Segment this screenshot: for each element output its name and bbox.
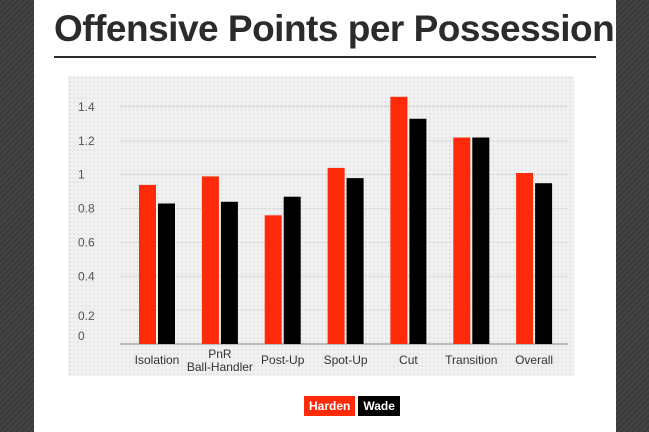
- y-tick-label: 1.2: [78, 134, 95, 148]
- x-tick-label: Post-Up: [261, 353, 305, 367]
- y-tick-label: 0: [78, 329, 85, 343]
- left-frame-border: [0, 0, 34, 432]
- bar-harden: [327, 167, 345, 344]
- page-title: Offensive Points per Possession: [54, 8, 615, 49]
- x-tick-label: Isolation: [135, 353, 180, 367]
- x-tick-label: PnR: [208, 347, 232, 361]
- y-tick-label: 0.2: [78, 309, 95, 323]
- bar-wade: [283, 196, 301, 344]
- bar-wade: [158, 203, 175, 344]
- bar-chart: 0 0.2 0.4 0.6 0.8 1 1.2 1.4 Isolation PnRBall-Han…: [78, 96, 568, 374]
- x-tick-label: Spot-Up: [324, 353, 368, 367]
- y-tick-label: 0.4: [78, 269, 95, 283]
- title-divider: [54, 56, 596, 58]
- x-tick-label: Transition: [445, 353, 497, 367]
- right-frame-border: [616, 0, 649, 432]
- bar-harden: [516, 173, 534, 344]
- bar-harden: [264, 215, 282, 344]
- bar-wade: [409, 118, 427, 344]
- bar-wade: [346, 178, 364, 344]
- chart-card: Offensive Points per Possession 0 0.2 0.4 0…: [34, 0, 616, 432]
- bar-harden: [390, 96, 408, 344]
- chart-legend: Harden Wade: [304, 396, 400, 416]
- y-tick-label: 1: [78, 168, 85, 182]
- x-tick-label: Ball-Handler: [187, 360, 253, 374]
- bar-wade: [535, 183, 553, 344]
- bar-wade: [472, 137, 490, 344]
- bar-harden: [201, 176, 219, 344]
- bar-harden: [139, 184, 156, 344]
- legend-item-harden: Harden: [304, 396, 356, 416]
- bar-wade: [220, 201, 238, 344]
- y-tick-label: 0.8: [78, 202, 95, 216]
- legend-item-wade: Wade: [358, 396, 400, 416]
- plot-area: 0 0.2 0.4 0.6 0.8 1 1.2 1.4 Isolation PnR Ball-Han…: [68, 76, 574, 376]
- y-tick-label: 1.4: [78, 100, 95, 114]
- bar-harden: [453, 137, 471, 344]
- x-tick-label: Cut: [399, 353, 418, 367]
- y-tick-label: 0.6: [78, 235, 95, 249]
- x-tick-label: Overall: [515, 353, 553, 367]
